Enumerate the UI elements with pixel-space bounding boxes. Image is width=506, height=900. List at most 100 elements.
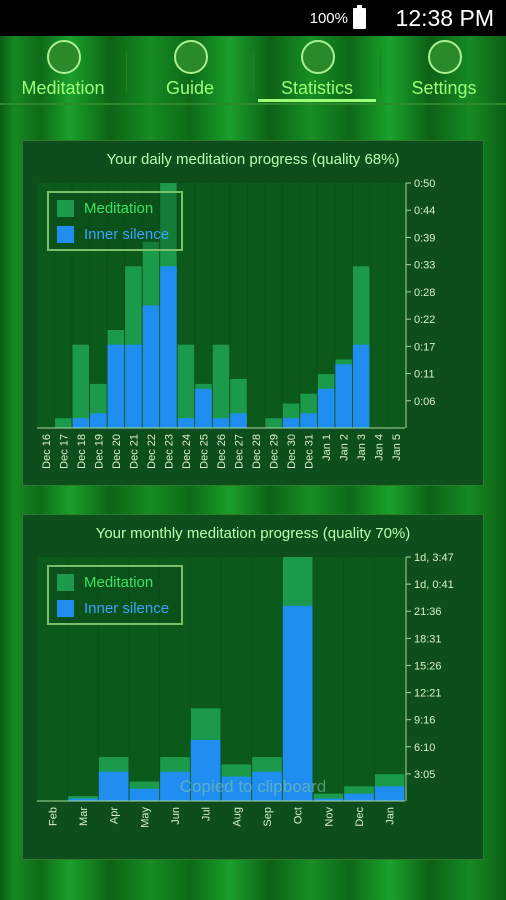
chart-column-bg bbox=[317, 183, 335, 428]
legend-swatch-inner-silence bbox=[57, 226, 74, 243]
x-tick-label: Jul bbox=[201, 807, 213, 821]
legend-swatch-meditation bbox=[57, 200, 74, 217]
x-tick-label: Dec bbox=[354, 807, 366, 827]
chart-column-bg bbox=[195, 183, 212, 428]
x-tick-label: Jan 1 bbox=[321, 434, 333, 461]
chart-column-bg bbox=[55, 183, 72, 428]
tab-label: Statistics bbox=[280, 78, 354, 98]
chart-column-bg bbox=[37, 183, 55, 428]
y-tick-label: 6:10 bbox=[414, 742, 435, 754]
gear-icon bbox=[428, 40, 462, 74]
chart-column-bg bbox=[90, 183, 107, 428]
y-tick-label: 0:50 bbox=[414, 178, 435, 190]
battery-percent: 100% bbox=[309, 10, 348, 27]
statistics-icon bbox=[301, 40, 335, 74]
x-tick-label: Dec 17 bbox=[58, 434, 70, 469]
tab-settings[interactable]: Settings bbox=[381, 36, 506, 104]
x-tick-label: Dec 21 bbox=[128, 434, 140, 469]
x-tick-label: Dec 19 bbox=[93, 434, 105, 469]
chart-column-bg bbox=[265, 183, 282, 428]
bar-inner-silence bbox=[374, 786, 405, 801]
daily-chart-legend: Meditation Inner silence bbox=[47, 191, 183, 251]
x-tick-label: May bbox=[139, 807, 151, 828]
clock: 12:38 PM bbox=[395, 5, 494, 31]
daily-chart: 0:06 0:11 0:17 0:22 0:28 0:33 0:39 0:44 0:50 Dec … bbox=[37, 178, 435, 469]
x-tick-label: Dec 28 bbox=[251, 434, 263, 469]
x-tick-label: Dec 22 bbox=[146, 434, 158, 469]
x-tick-label: Dec 31 bbox=[304, 434, 316, 469]
bar-meditation bbox=[265, 418, 282, 428]
y-tick-label: 0:33 bbox=[414, 260, 435, 272]
x-tick-label: Oct bbox=[293, 807, 305, 824]
bar-inner-silence bbox=[107, 344, 125, 428]
x-tick-label: Dec 27 bbox=[234, 434, 246, 469]
y-tick-label: 0:22 bbox=[414, 314, 435, 326]
tab-guide[interactable]: Guide bbox=[127, 36, 253, 104]
legend-label-inner-silence: Inner silence bbox=[84, 226, 170, 243]
chart-column-bg bbox=[374, 557, 405, 801]
bar-inner-silence bbox=[313, 798, 344, 801]
tab-divider bbox=[126, 52, 127, 92]
bar-inner-silence bbox=[142, 305, 160, 428]
meditation-icon bbox=[47, 40, 81, 74]
legend-swatch-inner-silence bbox=[57, 600, 74, 617]
tab-divider bbox=[253, 52, 254, 92]
monthly-chart: 3:05 6:10 9:16 12:21 15:26 18:31 21:36 1d, 0:41… bbox=[37, 552, 454, 828]
x-tick-label: Jan 5 bbox=[391, 434, 403, 461]
bar-meditation bbox=[212, 344, 230, 428]
x-tick-label: Dec 30 bbox=[286, 434, 298, 469]
bar-inner-silence bbox=[98, 771, 129, 801]
bar-inner-silence bbox=[335, 364, 352, 428]
copied-toast: Copied to clipboard bbox=[179, 777, 327, 796]
daily-chart-title: Your daily meditation progress (quality … bbox=[106, 151, 400, 168]
bar-inner-silence bbox=[282, 605, 313, 801]
bar-inner-silence bbox=[344, 793, 374, 801]
bar-inner-silence bbox=[72, 418, 90, 428]
legend-swatch-meditation bbox=[57, 574, 74, 591]
x-tick-label: Dec 23 bbox=[163, 434, 175, 469]
tab-statistics[interactable]: Statistics bbox=[254, 36, 380, 104]
bar-meditation bbox=[72, 344, 90, 428]
chart-column-bg bbox=[344, 557, 374, 801]
y-tick-label: 21:36 bbox=[414, 606, 442, 618]
x-tick-label: Dec 25 bbox=[198, 434, 210, 469]
bar-inner-silence bbox=[352, 344, 370, 428]
bar-inner-silence bbox=[195, 388, 212, 428]
y-tick-label: 9:16 bbox=[414, 715, 435, 727]
tab-label: Meditation bbox=[21, 78, 105, 98]
bar-inner-silence bbox=[90, 413, 107, 428]
x-tick-label: Sep bbox=[262, 807, 274, 827]
tab-bar-divider bbox=[0, 103, 506, 105]
x-tick-label: Feb bbox=[47, 807, 59, 826]
tab-divider bbox=[380, 52, 381, 92]
y-tick-label: 0:28 bbox=[414, 287, 435, 299]
y-tick-label: 0:39 bbox=[414, 232, 435, 244]
legend-label-meditation: Meditation bbox=[84, 200, 154, 217]
x-tick-label: Jan 3 bbox=[356, 434, 368, 461]
tab-bar: Meditation Guide Statistics Settings bbox=[0, 36, 506, 104]
legend-label-inner-silence: Inner silence bbox=[84, 600, 170, 617]
y-tick-label: 0:06 bbox=[414, 396, 435, 408]
x-tick-label: Apr bbox=[109, 807, 121, 824]
bar-inner-silence bbox=[317, 388, 335, 428]
chart-column-bg bbox=[230, 183, 247, 428]
monthly-chart-title: Your monthly meditation progress (qualit… bbox=[95, 525, 411, 542]
x-tick-label: Jun bbox=[170, 807, 182, 825]
chart-column-bg bbox=[37, 557, 68, 801]
bar-meditation bbox=[313, 793, 344, 801]
y-tick-label: 1d, 3:47 bbox=[414, 552, 454, 564]
bar-inner-silence bbox=[129, 788, 160, 801]
chart-column-bg bbox=[247, 183, 265, 428]
bar-inner-silence bbox=[190, 740, 221, 801]
monthly-chart-legend: Meditation Inner silence bbox=[47, 565, 183, 625]
y-tick-label: 1d, 0:41 bbox=[414, 579, 454, 591]
bar-inner-silence bbox=[68, 798, 98, 801]
tab-meditation[interactable]: Meditation bbox=[0, 36, 126, 104]
tab-label: Guide bbox=[165, 78, 215, 98]
battery-icon bbox=[353, 5, 366, 29]
y-tick-label: 18:31 bbox=[414, 633, 442, 645]
x-tick-label: Jan 2 bbox=[339, 434, 351, 461]
y-tick-label: 3:05 bbox=[414, 769, 435, 781]
chart-column-bg bbox=[68, 557, 98, 801]
x-tick-label: Dec 16 bbox=[41, 434, 53, 469]
